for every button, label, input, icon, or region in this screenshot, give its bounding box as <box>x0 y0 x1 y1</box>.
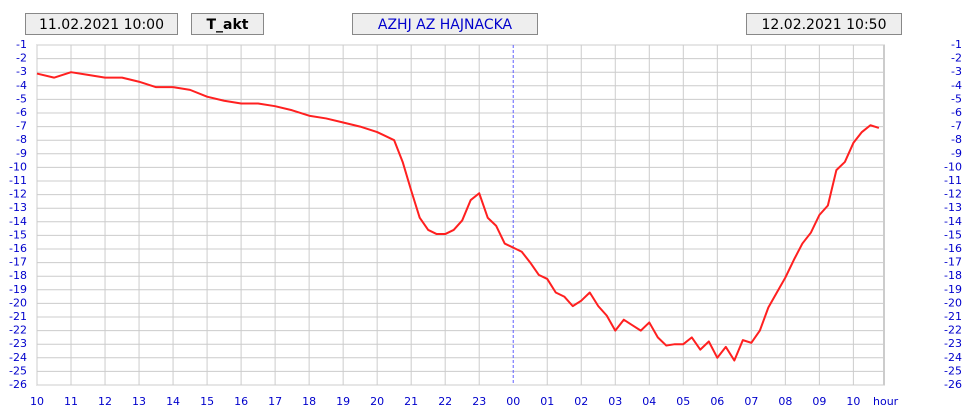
y-tick-label: -24 <box>9 351 27 364</box>
x-tick-label: 04 <box>642 395 656 408</box>
x-tick-label: 07 <box>744 395 758 408</box>
y-tick-label: -9 <box>16 147 27 160</box>
y-tick-label-right: -10 <box>944 160 962 173</box>
plot-area <box>36 44 885 386</box>
y-tick-label-right: -5 <box>951 92 962 105</box>
data-line <box>36 71 880 362</box>
x-tick-label: 12 <box>98 395 112 408</box>
y-tick-label-right: -23 <box>944 337 962 350</box>
x-tick-label: 19 <box>336 395 350 408</box>
y-tick-label: -15 <box>9 228 27 241</box>
y-tick-label-right: -12 <box>944 188 962 201</box>
y-tick-label-right: -18 <box>944 269 962 282</box>
y-tick-label: -11 <box>9 174 27 187</box>
y-tick-label: -14 <box>9 215 27 228</box>
y-tick-label-right: -11 <box>944 174 962 187</box>
y-tick-label: -16 <box>9 242 27 255</box>
y-tick-label-right: -9 <box>951 147 962 160</box>
x-axis-label: hour <box>873 395 899 408</box>
y-tick-label-right: -13 <box>944 201 962 214</box>
x-tick-label: 09 <box>812 395 826 408</box>
y-tick-label: -20 <box>9 296 27 309</box>
y-tick-label: -17 <box>9 256 27 269</box>
x-tick-label: 16 <box>234 395 248 408</box>
y-tick-label: -26 <box>9 378 27 391</box>
y-tick-label-right: -3 <box>951 65 962 78</box>
y-tick-label: -1 <box>16 38 27 51</box>
y-tick-label: -6 <box>16 106 27 119</box>
y-tick-label-right: -21 <box>944 310 962 323</box>
y-tick-label: -5 <box>16 92 27 105</box>
y-tick-label: -2 <box>16 52 27 65</box>
x-tick-label: 13 <box>132 395 146 408</box>
y-tick-label: -19 <box>9 283 27 296</box>
y-tick-label: -21 <box>9 310 27 323</box>
y-tick-label-right: -20 <box>944 296 962 309</box>
x-tick-label: 23 <box>472 395 486 408</box>
y-tick-label-right: -1 <box>951 38 962 51</box>
y-tick-label-right: -4 <box>951 79 962 92</box>
y-tick-label: -18 <box>9 269 27 282</box>
y-tick-label-right: -7 <box>951 120 962 133</box>
start-time[interactable]: 11.02.2021 10:00 <box>25 13 178 35</box>
x-tick-label: 20 <box>370 395 384 408</box>
y-tick-label-right: -17 <box>944 256 962 269</box>
y-tick-label-right: -24 <box>944 351 962 364</box>
y-tick-label: -13 <box>9 201 27 214</box>
x-tick-label: 02 <box>574 395 588 408</box>
x-tick-label: 22 <box>438 395 452 408</box>
y-tick-label-right: -2 <box>951 52 962 65</box>
x-tick-label: 10 <box>30 395 44 408</box>
x-tick-label: 10 <box>846 395 860 408</box>
y-tick-label: -7 <box>16 120 27 133</box>
x-tick-label: 11 <box>64 395 78 408</box>
y-tick-label-right: -6 <box>951 106 962 119</box>
x-tick-label: 03 <box>608 395 622 408</box>
y-tick-label-right: -14 <box>944 215 962 228</box>
y-tick-label-right: -19 <box>944 283 962 296</box>
station[interactable]: AZHJ AZ HAJNACKA <box>352 13 538 35</box>
x-tick-label: 17 <box>268 395 282 408</box>
y-tick-label: -4 <box>16 79 27 92</box>
y-tick-label: -8 <box>16 133 27 146</box>
x-tick-label: 18 <box>302 395 316 408</box>
x-tick-label: 14 <box>166 395 180 408</box>
variable[interactable]: T_akt <box>191 13 264 35</box>
y-tick-label: -10 <box>9 160 27 173</box>
x-tick-label: 08 <box>778 395 792 408</box>
x-tick-label: 00 <box>506 395 520 408</box>
x-tick-label: 15 <box>200 395 214 408</box>
y-tick-label: -25 <box>9 364 27 377</box>
y-tick-label-right: -8 <box>951 133 962 146</box>
end-time[interactable]: 12.02.2021 10:50 <box>746 13 902 35</box>
x-tick-label: 06 <box>710 395 724 408</box>
y-tick-label-right: -16 <box>944 242 962 255</box>
y-tick-label-right: -25 <box>944 364 962 377</box>
y-tick-label-right: -22 <box>944 324 962 337</box>
x-tick-label: 21 <box>404 395 418 408</box>
y-tick-label: -23 <box>9 337 27 350</box>
y-tick-label-right: -26 <box>944 378 962 391</box>
y-tick-label: -12 <box>9 188 27 201</box>
x-tick-label: 05 <box>676 395 690 408</box>
y-tick-label: -22 <box>9 324 27 337</box>
x-tick-label: 01 <box>540 395 554 408</box>
y-tick-label-right: -15 <box>944 228 962 241</box>
y-tick-label: -3 <box>16 65 27 78</box>
